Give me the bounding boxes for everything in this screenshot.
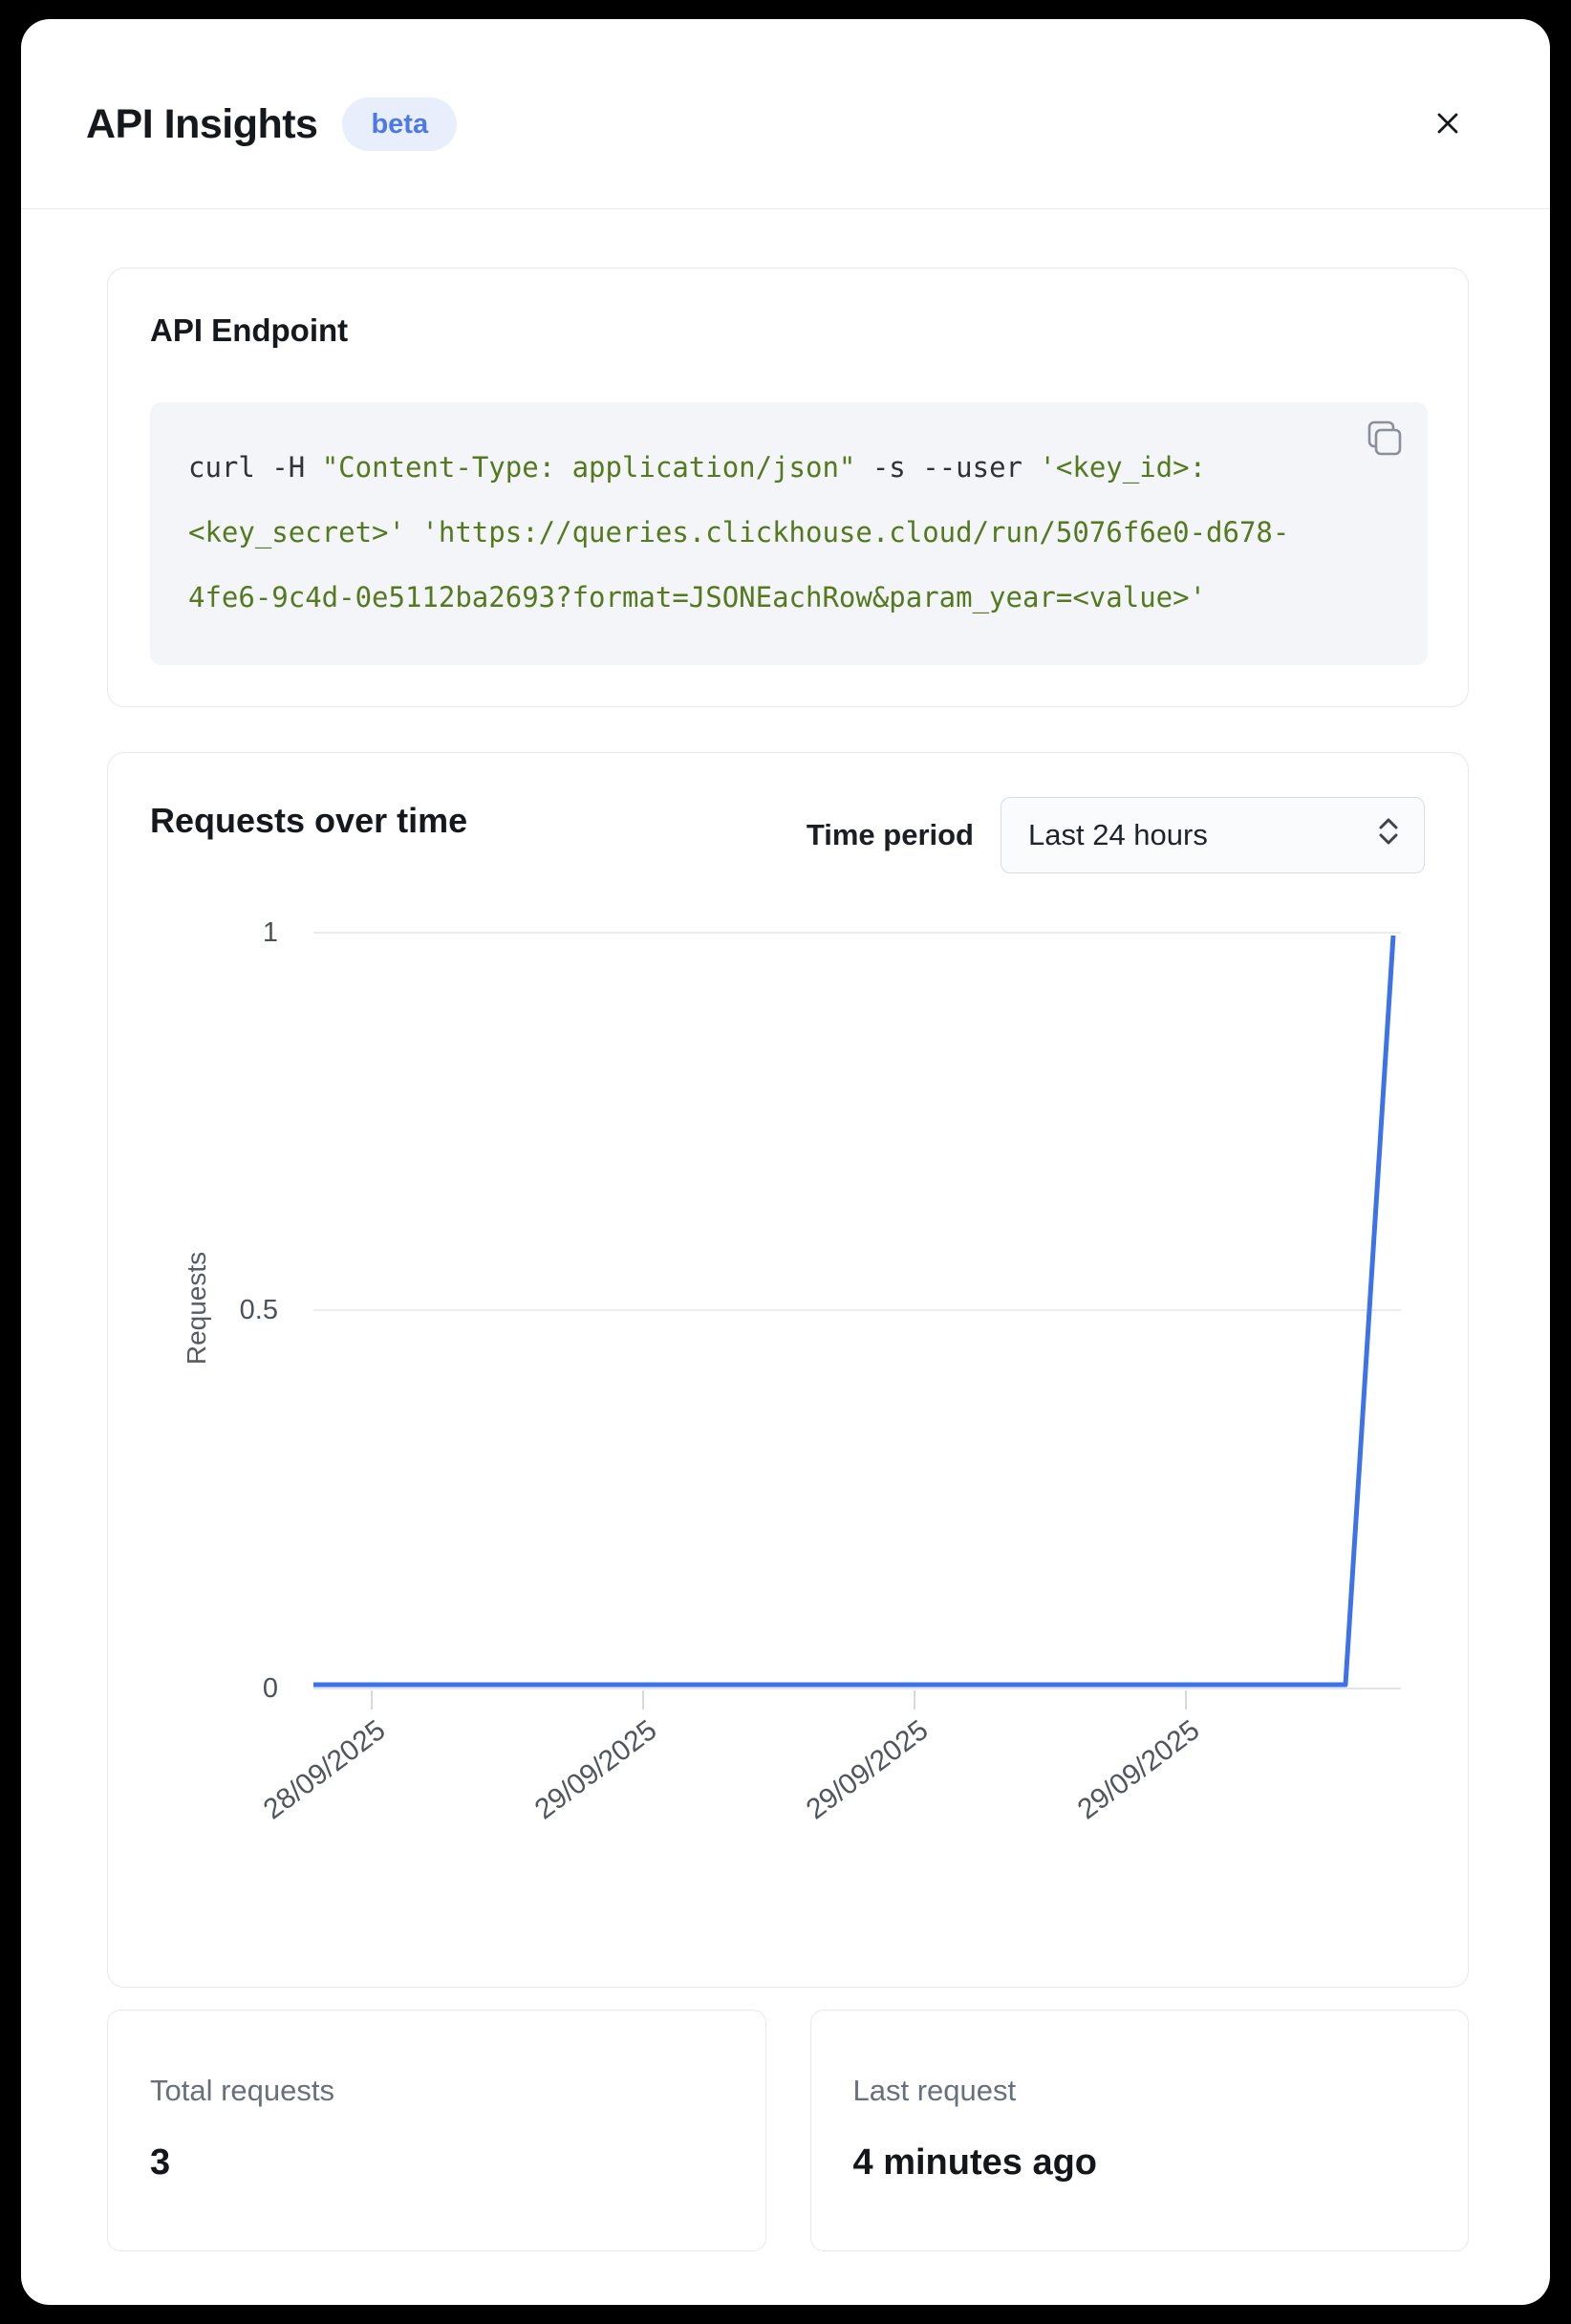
requests-over-time-card: Requests over time Time period Last 24 h… [107,752,1469,1988]
x-tick-label: 29/09/2025 [1071,1713,1206,1826]
y-tick-label: 1 [262,917,278,948]
api-endpoint-card: API Endpoint curl -H "Content-Type: appl… [107,268,1469,707]
api-insights-modal: API Insights beta API Endpoint curl -H "… [21,19,1550,2305]
gridline-0-5 [313,1309,1401,1311]
code-line: <key_secret>' 'https://queries.clickhous… [188,500,1389,565]
code-line: curl -H "Content-Type: application/json"… [188,435,1389,500]
x-tick-mark [914,1690,915,1710]
x-axis-line [313,1688,1401,1689]
x-tick-mark [371,1690,373,1710]
time-period-row: Time period Last 24 hours [807,797,1425,873]
code-token: "Content-Type: application/json" [321,451,856,484]
page-title: API Insights [86,100,318,147]
time-period-label: Time period [806,818,974,851]
x-tick-label: 28/09/2025 [257,1713,392,1826]
chevron-up-down-icon [1376,814,1401,856]
total-requests-value: 3 [150,2142,171,2183]
time-period-select[interactable]: Last 24 hours [1001,797,1425,873]
time-period-value: Last 24 hours [1028,818,1208,851]
code-token: 4fe6-9c4d-0e5112ba2693?format=JSONEachRo… [188,581,1207,613]
y-tick-label: 0 [262,1673,278,1704]
requests-chart-plot [313,935,1396,1688]
copy-icon [1362,418,1406,464]
y-tick-label: 0.5 [239,1295,278,1325]
requests-line-series [313,935,1396,1688]
code-token: '<key_id>: [1039,451,1207,484]
code-token: -s --user [855,451,1040,484]
modal-header: API Insights beta [86,97,458,151]
code-line: 4fe6-9c4d-0e5112ba2693?format=JSONEachRo… [188,565,1389,630]
api-endpoint-heading: API Endpoint [150,312,349,348]
copy-button[interactable] [1361,418,1407,463]
code-token: curl -H [188,451,322,484]
x-tick-mark [642,1690,644,1710]
header-divider [21,208,1550,209]
requests-heading: Requests over time [150,801,468,840]
x-tick-label: 29/09/2025 [800,1713,935,1826]
stats-row: Total requests 3 Last request 4 minutes … [107,2010,1469,2251]
total-requests-label: Total requests [150,2074,334,2107]
curl-code-block: curl -H "Content-Type: application/json"… [150,402,1428,665]
y-axis-title: Requests [182,1251,211,1366]
close-icon [1431,107,1464,142]
code-token: <key_secret>' 'https://queries.clickhous… [188,516,1290,549]
last-request-value: 4 minutes ago [852,2142,1098,2183]
x-tick-label: 29/09/2025 [528,1713,663,1826]
last-request-label: Last request [852,2074,1017,2107]
close-button[interactable] [1426,102,1470,146]
x-tick-mark [1185,1690,1187,1710]
total-requests-card: Total requests 3 [107,2010,766,2251]
gridline-1 [313,932,1401,934]
beta-badge: beta [342,97,458,151]
last-request-card: Last request 4 minutes ago [809,2010,1469,2251]
